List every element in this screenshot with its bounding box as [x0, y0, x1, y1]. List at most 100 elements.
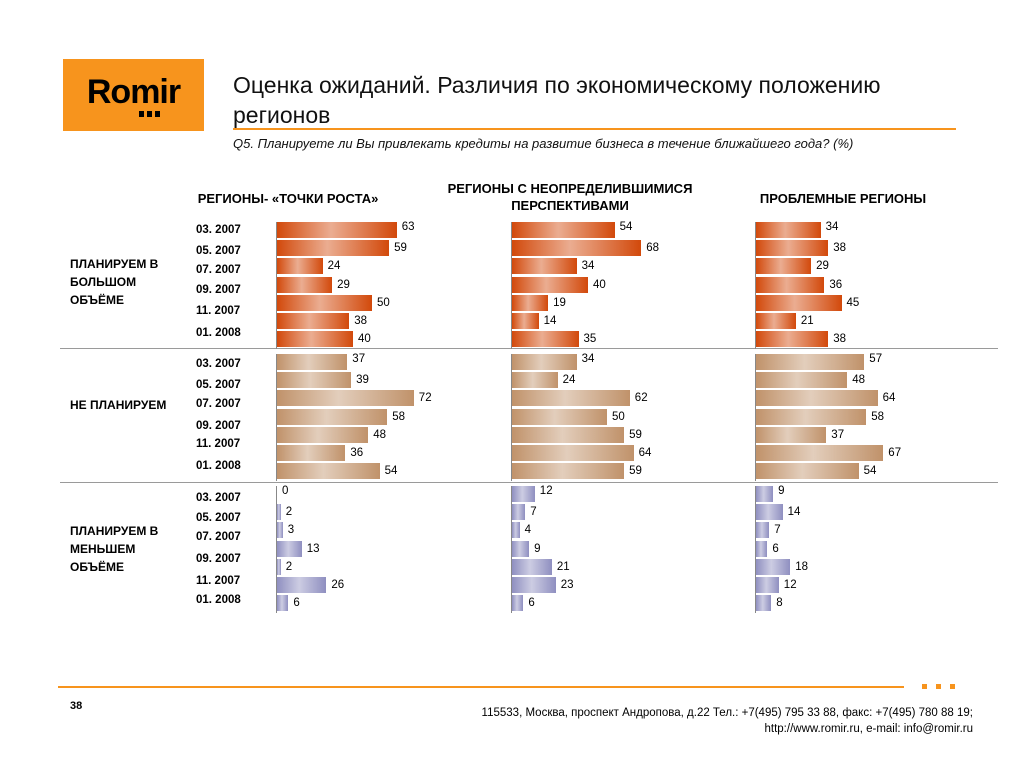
group-label: ПЛАНИРУЕМ В БОЛЬШОМ ОБЪЁМЕ: [70, 257, 159, 307]
data-label: 57: [867, 353, 885, 366]
column-header-1: РЕГИОНЫ- «ТОЧКИ РОСТА»: [197, 191, 379, 206]
data-label: 7: [528, 506, 539, 520]
data-bar: [756, 258, 812, 275]
data-bar: [277, 276, 333, 293]
period-label: 05. 2007: [196, 512, 241, 524]
data-bar: [277, 522, 283, 539]
data-label: 19: [551, 296, 568, 310]
data-label: 64: [880, 392, 898, 406]
footer-address: 115533, Москва, проспект Андропова, д.22…: [300, 705, 973, 737]
data-bar: [756, 595, 772, 612]
data-bar: [277, 331, 353, 348]
data-bar: [756, 463, 859, 480]
data-label: 26: [329, 579, 347, 592]
data-label: 6: [526, 597, 537, 611]
period-label: 03. 2007: [196, 492, 241, 504]
data-label: 3: [285, 524, 297, 538]
data-bar: [277, 504, 281, 521]
data-bar: [512, 258, 577, 275]
period-label: 09. 2007: [196, 420, 241, 432]
data-bar: [756, 408, 867, 425]
data-bar: [277, 294, 372, 311]
data-label: 59: [627, 428, 644, 442]
group-separator: [60, 348, 998, 349]
data-bar: [512, 595, 524, 612]
data-label: 48: [371, 428, 388, 442]
data-label: 21: [554, 560, 572, 574]
data-bar: [756, 313, 796, 329]
data-label: 68: [644, 242, 661, 256]
data-label: 67: [886, 447, 904, 460]
data-bar: [756, 486, 774, 502]
data-label: 2: [283, 506, 295, 520]
data-label: 12: [537, 485, 555, 498]
period-label: 05. 2007: [196, 245, 241, 257]
data-label: 54: [617, 221, 635, 234]
data-label: 34: [579, 260, 597, 274]
data-label: 24: [560, 374, 578, 388]
data-bar: [277, 558, 281, 575]
logo-text: Romir: [86, 73, 181, 111]
data-label: 50: [610, 410, 627, 424]
data-bar: [277, 354, 348, 370]
data-bar: [277, 577, 327, 593]
data-bar: [277, 240, 390, 257]
data-bar: [277, 222, 397, 238]
data-label: 23: [558, 579, 576, 592]
data-label: 12: [781, 579, 799, 592]
data-label: 29: [335, 278, 352, 292]
data-label: 18: [793, 560, 810, 574]
data-bar: [756, 331, 829, 348]
data-bar: [512, 294, 549, 311]
data-bar: [512, 504, 526, 521]
data-bar: [756, 240, 829, 257]
data-bar: [277, 390, 414, 407]
data-label: 8: [774, 597, 785, 611]
data-bar: [756, 445, 884, 461]
data-bar: [512, 522, 520, 539]
data-label: 13: [304, 542, 322, 556]
period-label: 07. 2007: [196, 398, 241, 410]
bar-axis: [276, 222, 277, 350]
data-label: 6: [770, 542, 781, 556]
group-label: ПЛАНИРУЕМ В МЕНЬШЕМ ОБЪЁМЕ: [70, 524, 159, 574]
data-bar: [756, 276, 825, 293]
data-label: 36: [827, 278, 845, 292]
data-label: 14: [541, 315, 559, 328]
data-bar: [277, 595, 289, 612]
data-label: 72: [416, 392, 434, 406]
data-label: 59: [392, 242, 409, 256]
data-bar: [277, 408, 388, 425]
period-label: 11. 2007: [196, 305, 241, 317]
period-label: 01. 2008: [196, 594, 241, 606]
column-header-3: ПРОБЛЕМНЫЕ РЕГИОНЫ: [759, 191, 927, 206]
data-label: 40: [356, 333, 373, 347]
data-label: 64: [636, 447, 654, 460]
data-label: 35: [581, 333, 599, 347]
data-label: 59: [627, 465, 644, 479]
data-label: 0: [280, 485, 291, 498]
data-bar: [512, 331, 579, 348]
data-bar: [512, 426, 625, 443]
bar-axis: [511, 354, 512, 482]
data-bar: [512, 240, 642, 257]
group-label: НЕ ПЛАНИРУЕМ: [70, 398, 167, 412]
period-label: 09. 2007: [196, 553, 241, 565]
data-label: 38: [831, 333, 848, 347]
data-label: 37: [350, 353, 368, 366]
period-label: 07. 2007: [196, 264, 241, 276]
question-subtitle: Q5. Планируете ли Вы привлекать кредиты …: [233, 136, 854, 151]
data-label: 38: [352, 315, 369, 328]
period-label: 03. 2007: [196, 358, 241, 370]
data-bar: [756, 222, 821, 238]
footer-address-line: 115533, Москва, проспект Андропова, д.22…: [481, 707, 973, 719]
data-bar: [512, 390, 630, 407]
data-label: 38: [831, 242, 848, 256]
bar-axis: [511, 486, 512, 614]
data-label: 29: [814, 260, 831, 274]
data-bar: [756, 354, 865, 370]
data-bar: [277, 540, 302, 557]
data-bar: [277, 313, 350, 329]
data-bar: [756, 522, 770, 539]
page-number: 38: [70, 700, 83, 712]
